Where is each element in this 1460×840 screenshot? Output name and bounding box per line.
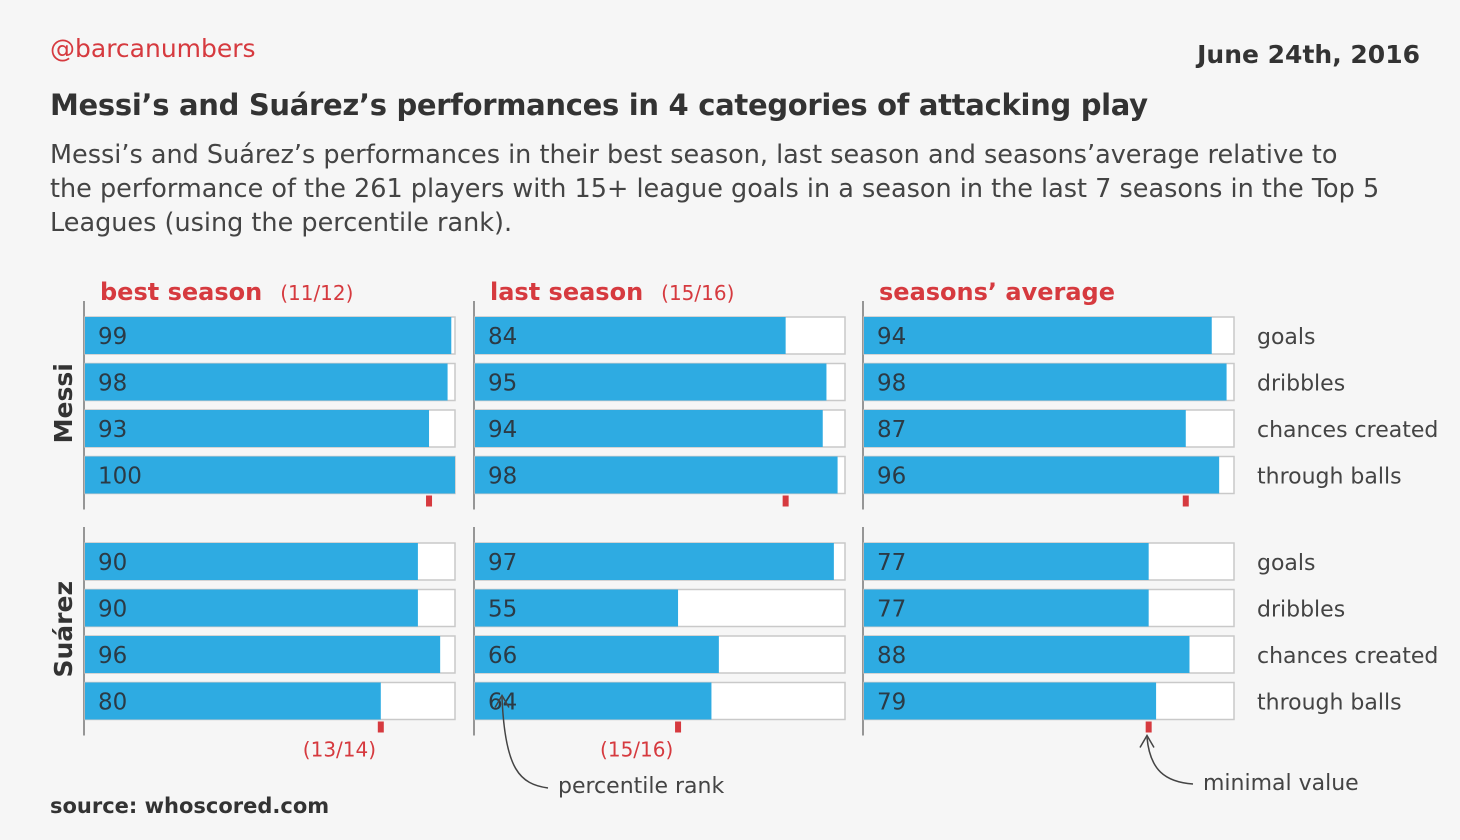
bar-value-label: 100 — [98, 464, 142, 490]
bar-suarez-0-through-balls — [85, 682, 381, 720]
category-label-goals: goals — [1257, 551, 1315, 576]
bar-value-label: 98 — [98, 371, 127, 397]
bar-messi-1-through-balls — [475, 456, 838, 494]
minimal-value-marker-suarez-1 — [675, 721, 682, 733]
bar-suarez-2-chances-created — [864, 636, 1190, 673]
bar-messi-2-through-balls — [864, 456, 1220, 494]
bar-value-label: 90 — [98, 597, 127, 623]
bar-messi-2-goals — [864, 317, 1212, 354]
bar-value-label: 94 — [877, 324, 906, 350]
minimal-value-arrow — [1146, 737, 1194, 785]
bar-suarez-0-chances-created — [85, 636, 441, 673]
bar-messi-0-through-balls — [85, 456, 455, 494]
bar-value-label: 66 — [488, 643, 517, 669]
bar-messi-2-chances-created — [864, 410, 1186, 447]
bar-suarez-1-chances-created — [475, 636, 719, 673]
bar-messi-0-dribbles — [85, 363, 448, 401]
bar-suarez-2-through-balls — [864, 682, 1157, 720]
category-label-chances-created: chances created — [1257, 418, 1438, 443]
bar-messi-1-chances-created — [475, 410, 823, 447]
bar-suarez-2-dribbles — [864, 589, 1149, 627]
bar-suarez-0-dribbles — [85, 589, 418, 627]
bar-value-label: 94 — [488, 417, 517, 443]
category-label-dribbles: dribbles — [1257, 372, 1345, 397]
bar-value-label: 96 — [877, 464, 906, 490]
category-label-through-balls: through balls — [1257, 465, 1402, 490]
bar-value-label: 90 — [98, 550, 127, 576]
publish-date: June 24th, 2016 — [1197, 40, 1420, 69]
source-credit: source: whoscored.com — [50, 794, 330, 818]
bar-value-label: 77 — [877, 597, 906, 623]
bar-value-label: 77 — [877, 550, 906, 576]
bar-value-label: 99 — [98, 324, 127, 350]
chart-subtitle: Messi’s and Suárez’s performances in the… — [50, 140, 1380, 238]
bar-value-label: 97 — [488, 550, 517, 576]
bar-suarez-1-dribbles — [475, 589, 679, 627]
bar-messi-0-goals — [85, 317, 452, 354]
chart-title: Messi’s and Suárez’s performances in 4 c… — [50, 88, 1148, 122]
bar-messi-1-dribbles — [475, 363, 827, 401]
bar-value-label: 95 — [488, 371, 517, 397]
bar-suarez-1-goals — [475, 543, 834, 580]
minimal-value-annotation: minimal value — [1203, 771, 1359, 796]
player-label-messi: Messi — [49, 363, 78, 443]
bar-value-label: 93 — [98, 417, 127, 443]
panel-title-last-season: last season — [490, 278, 643, 306]
bar-suarez-1-through-balls — [475, 682, 712, 720]
panel-title-best-season: best season — [100, 278, 262, 306]
bar-value-label: 55 — [488, 597, 517, 623]
bar-value-label: 84 — [488, 324, 517, 350]
minimal-value-arrowhead — [1139, 734, 1155, 748]
minimal-value-marker-suarez-2 — [1145, 721, 1152, 733]
bar-suarez-0-goals — [85, 543, 418, 580]
minimal-value-marker-suarez-0 — [377, 721, 384, 733]
marker-season-suarez-1: (15/16) — [600, 738, 673, 762]
category-label-dribbles: dribbles — [1257, 598, 1345, 623]
category-label-goals: goals — [1257, 325, 1315, 350]
panel-title-seasons-average: seasons’ average — [879, 278, 1115, 306]
minimal-value-marker-messi-1 — [782, 495, 789, 507]
bar-value-label: 80 — [98, 690, 127, 716]
percentile-rank-arrow — [501, 697, 549, 789]
bar-value-label: 98 — [488, 464, 517, 490]
category-label-through-balls: through balls — [1257, 691, 1402, 716]
category-label-chances-created: chances created — [1257, 644, 1438, 669]
bar-value-label: 79 — [877, 690, 906, 716]
player-label-suarez: Suárez — [49, 581, 78, 678]
percentile-rank-annotation: percentile rank — [558, 774, 724, 799]
bar-messi-1-goals — [475, 317, 786, 354]
minimal-value-marker-messi-0 — [426, 495, 433, 507]
bar-value-label: 98 — [877, 371, 906, 397]
bar-messi-0-chances-created — [85, 410, 430, 447]
bar-value-label: 88 — [877, 643, 906, 669]
bar-value-label: 87 — [877, 417, 906, 443]
percentile-rank-arrowhead — [494, 694, 510, 708]
bar-value-label: 96 — [98, 643, 127, 669]
marker-season-suarez-0: (13/14) — [303, 738, 376, 762]
panel-season-0: (11/12) — [280, 281, 353, 305]
panel-season-1: (15/16) — [661, 281, 734, 305]
minimal-value-marker-messi-2 — [1182, 495, 1189, 507]
bar-messi-2-dribbles — [864, 363, 1227, 401]
bar-suarez-2-goals — [864, 543, 1149, 580]
twitter-handle: @barcanumbers — [50, 34, 256, 63]
